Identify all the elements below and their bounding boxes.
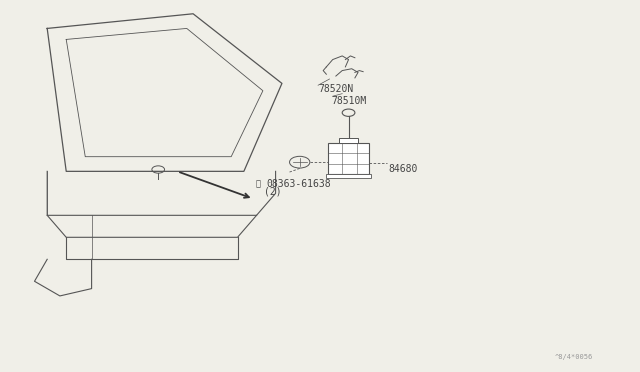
Text: 78520N: 78520N xyxy=(318,84,353,94)
Bar xyxy=(328,143,369,174)
Text: Ⓢ: Ⓢ xyxy=(255,179,260,188)
Text: 08363-61638: 08363-61638 xyxy=(267,179,332,189)
Bar xyxy=(339,138,358,143)
Text: ^8/4*0056: ^8/4*0056 xyxy=(555,354,593,360)
Text: 78510M: 78510M xyxy=(332,96,367,106)
Bar xyxy=(326,174,371,177)
Text: (2): (2) xyxy=(264,186,282,196)
Text: 84680: 84680 xyxy=(388,164,418,174)
